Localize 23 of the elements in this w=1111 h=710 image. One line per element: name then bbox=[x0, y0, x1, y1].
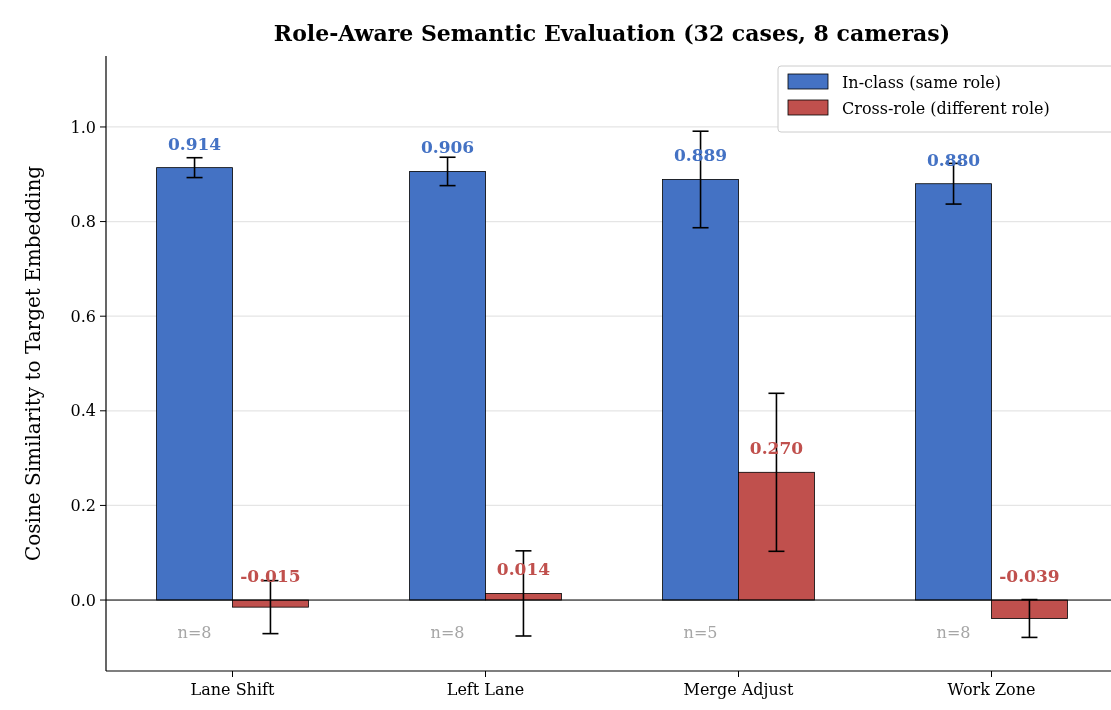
x-tick-label: Merge Adjust bbox=[683, 680, 795, 699]
annotation: n=5 bbox=[683, 623, 718, 643]
annotation: n=8 bbox=[177, 623, 212, 643]
y-tick-label: 1.0 bbox=[70, 117, 96, 137]
data-label: -0.039 bbox=[999, 566, 1060, 587]
legend-label: In-class (same role) bbox=[842, 72, 1001, 92]
y-tick-label: 0.2 bbox=[70, 496, 96, 516]
y-tick-label: 0.6 bbox=[70, 306, 96, 326]
data-label: 0.906 bbox=[420, 137, 475, 158]
y-axis-title: Cosine Similarity to Target Embedding bbox=[21, 165, 45, 562]
x-tick-label: Work Zone bbox=[947, 680, 1036, 699]
legend-label: Cross-role (different role) bbox=[842, 98, 1050, 118]
x-tick-label: Lane Shift bbox=[190, 680, 275, 699]
y-tick-label: 0.0 bbox=[70, 590, 96, 610]
annotation: n=8 bbox=[936, 623, 971, 643]
chart-title: Role-Aware Semantic Evaluation (32 cases, 8 cameras) bbox=[273, 20, 951, 46]
y-tick-label: 0.4 bbox=[70, 401, 96, 421]
data-label: 0.914 bbox=[167, 133, 222, 154]
data-label: 0.880 bbox=[926, 149, 981, 170]
y-tick-label: 0.8 bbox=[70, 212, 96, 232]
annotation: n=8 bbox=[430, 623, 465, 643]
x-tick-label: Left Lane bbox=[446, 680, 525, 699]
data-label: -0.015 bbox=[240, 566, 301, 587]
